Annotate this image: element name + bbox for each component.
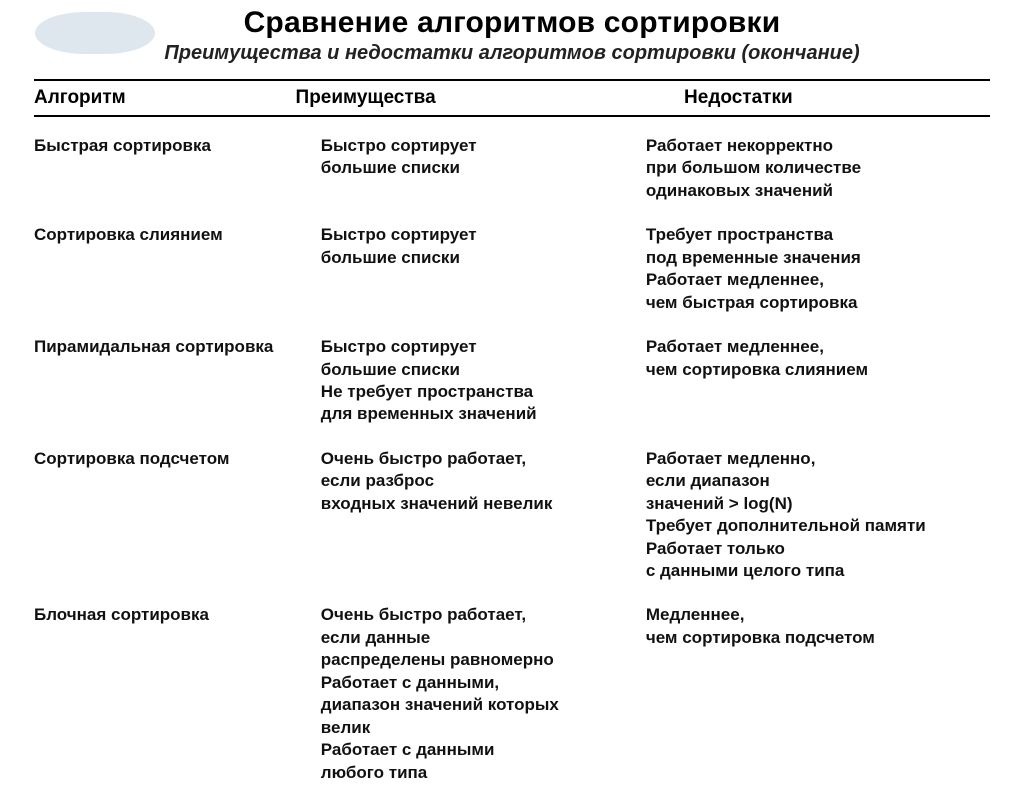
table-row: Пирамидальная сортировкаБыстро сортирует… [34,328,990,440]
table-header-row: Алгоритм Преимущества Недостатки [34,85,990,111]
col-header-adv: Преимущества [296,85,684,111]
cell-disadvantages: Требует пространствапод временные значен… [646,216,990,328]
cell-algo: Быстрая сортировка [34,127,321,216]
col-header-algo: Алгоритм [34,85,296,111]
cell-advantages: Очень быстро работает,если разбросвходны… [321,440,646,597]
cell-disadvantages: Работает медленно,если диапазонзначений … [646,440,990,597]
cell-advantages: Быстро сортируетбольшие спискиНе требует… [321,328,646,440]
page-subtitle: Преимущества и недостатки алгоритмов сор… [34,42,990,65]
table-top-rule [34,79,990,81]
cell-algo: Пирамидальная сортировка [34,328,321,440]
col-header-dis: Недостатки [684,85,990,111]
table-header-rule [34,115,990,117]
slide-content: Сравнение алгоритмов сортировки Преимуще… [0,0,1024,798]
cell-algo: Сортировка подсчетом [34,440,321,597]
page-title: Сравнение алгоритмов сортировки [34,6,990,40]
comparison-table: Алгоритм Преимущества Недостатки [34,85,990,111]
cell-algo: Сортировка слиянием [34,216,321,328]
table-row: Сортировка подсчетомОчень быстро работае… [34,440,990,597]
cell-advantages: Быстро сортируетбольшие списки [321,216,646,328]
table-row: Быстрая сортировкаБыстро сортируетбольши… [34,127,990,216]
cell-advantages: Быстро сортируетбольшие списки [321,127,646,216]
table-row: Сортировка слияниемБыстро сортируетбольш… [34,216,990,328]
cell-disadvantages: Работает некорректнопри большом количест… [646,127,990,216]
cell-disadvantages: Работает медленнее,чем сортировка слияни… [646,328,990,440]
comparison-table-body: Быстрая сортировкаБыстро сортируетбольши… [34,127,990,798]
